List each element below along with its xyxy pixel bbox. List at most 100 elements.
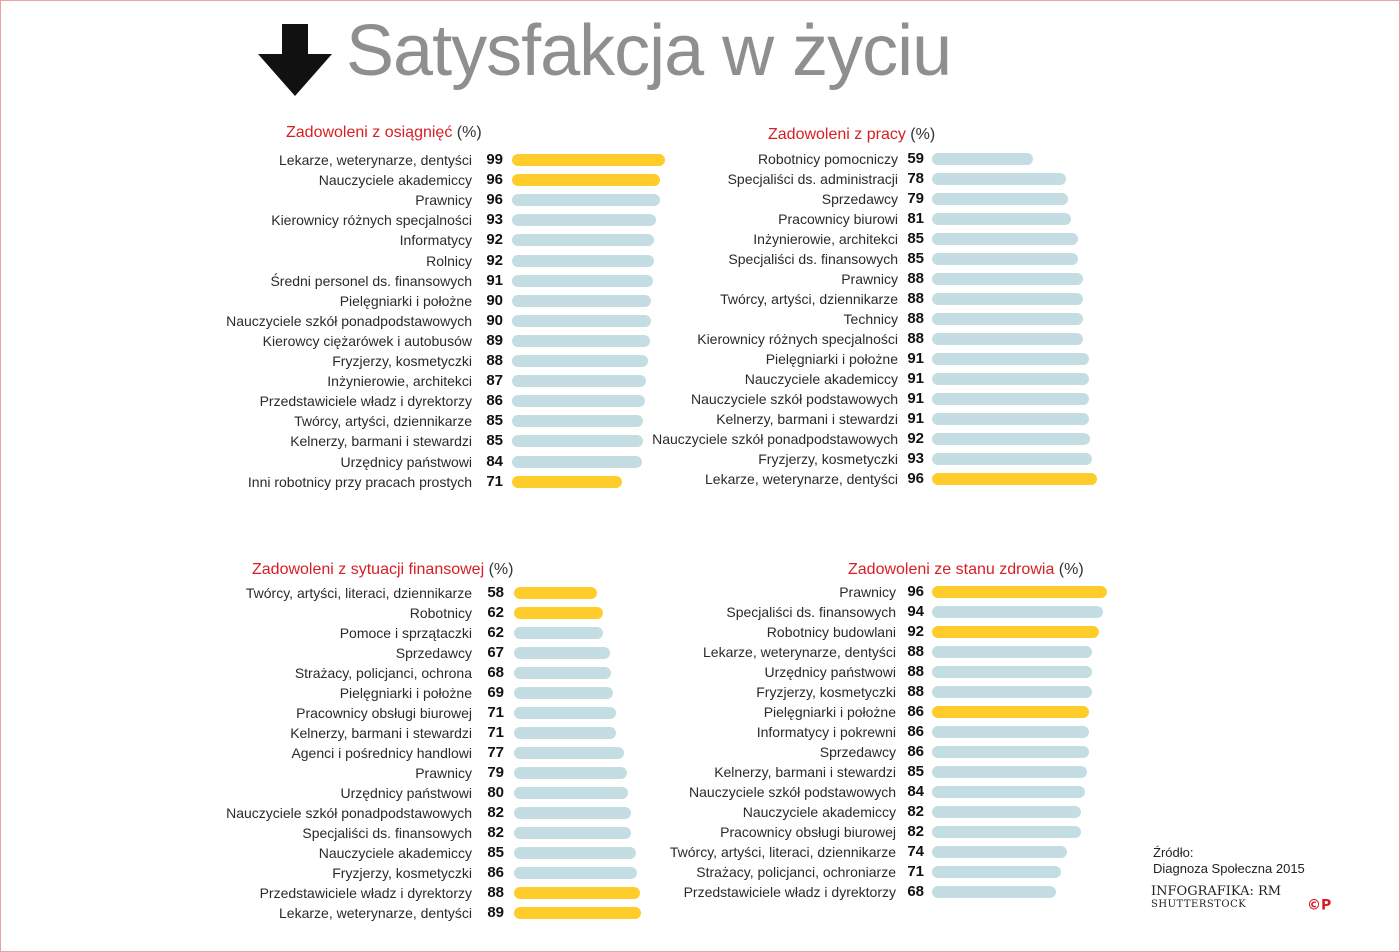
bar-row: Robotnicy 62: [0, 603, 603, 623]
bar-value: 82: [487, 824, 504, 841]
bar-label: Rolnicy: [426, 252, 472, 269]
bar-row: Inżynierowie, architekci 87: [0, 371, 646, 391]
bar-label: Pracownicy biurowi: [778, 211, 898, 227]
bar-label: Inni robotnicy przy pracach prostych: [247, 473, 472, 490]
bar-row: Urzędnicy państwowi 84: [0, 452, 642, 472]
bar-label: Fryzjerzy, kosmetyczki: [332, 353, 472, 369]
bar-value: 71: [487, 704, 504, 721]
bar-label: Twórcy, artyści, dziennikarze: [720, 291, 898, 307]
bar-value: 91: [907, 410, 924, 427]
chart-unit: (%): [488, 561, 514, 578]
bar-label: Lekarze, weterynarze, dentyści: [703, 644, 896, 660]
bar: [932, 846, 1067, 858]
bar-value: 84: [486, 452, 503, 470]
bar: [932, 786, 1085, 798]
bar-row: Pracownicy biurowi 81: [0, 209, 1071, 229]
bar: [512, 355, 648, 367]
bar-label: Prawnicy: [839, 584, 896, 600]
bar-label: Agenci i pośrednicy handlowi: [291, 745, 472, 761]
bar-label: Pracownicy obsługi biurowej: [720, 824, 896, 840]
bar-row: Fryzjerzy, kosmetyczki 88: [0, 682, 1092, 702]
bar-value: 82: [907, 823, 924, 840]
bar-label: Przedstawiciele władz i dyrektorzy: [259, 393, 472, 410]
bar: [512, 415, 643, 428]
publisher-logo: ©P: [1307, 898, 1331, 913]
bar-value: 85: [486, 432, 503, 450]
bar-value: 91: [907, 350, 924, 367]
bar-row: Specjaliści ds. finansowych 82: [0, 823, 631, 843]
bar-value: 92: [486, 231, 503, 249]
bar-value: 88: [907, 663, 924, 680]
bar-label: Twórcy, artyści, literaci, dziennikarze: [669, 844, 896, 860]
bar-label: Fryzjerzy, kosmetyczki: [758, 451, 898, 467]
bar-label: Prawnicy: [841, 271, 898, 287]
bar-value: 96: [907, 583, 924, 600]
bar: [932, 806, 1081, 818]
bar-label: Inżynierowie, architekci: [753, 231, 898, 247]
chart-title-text: Zadowoleni z pracy: [768, 126, 906, 143]
bar-value: 91: [907, 390, 924, 407]
bar-value: 90: [486, 311, 503, 329]
bar-value: 93: [907, 450, 924, 467]
chart-title-work: Zadowoleni z pracy (%): [768, 126, 935, 144]
bar-value: 67: [487, 644, 504, 661]
bar-value: 88: [907, 643, 924, 660]
bar-value: 92: [486, 251, 503, 269]
bar-value: 85: [487, 844, 504, 861]
bar: [932, 193, 1068, 205]
bar-value: 74: [907, 843, 924, 860]
bar-label: Inżynierowie, architekci: [327, 373, 472, 390]
bar-label: Pielęgniarki i położne: [339, 685, 472, 701]
bar-label: Pielęgniarki i położne: [763, 704, 896, 720]
bar-row: Pielęgniarki i położne 90: [0, 291, 651, 311]
chart-title-finances: Zadowoleni z sytuacji finansowej (%): [252, 561, 513, 579]
bar-highlighted: [512, 475, 622, 488]
bar: [512, 375, 646, 388]
bar-row: Twórcy, artyści, literaci, dziennikarze 7…: [0, 842, 1067, 862]
bar-value: 79: [907, 190, 924, 207]
bar-row: Agenci i pośrednicy handlowi 77: [0, 743, 624, 763]
bar: [932, 726, 1089, 738]
bar: [932, 333, 1083, 345]
bar-value: 89: [486, 331, 503, 349]
bar-highlighted: [932, 626, 1099, 638]
bar-label: Prawnicy: [415, 765, 472, 781]
bar: [512, 334, 650, 347]
bar-row: Nauczyciele szkół podstawowych 84: [0, 782, 1085, 802]
chart-unit: (%): [910, 126, 936, 143]
bar-highlighted: [514, 887, 640, 899]
bar-row: Informatycy 92: [0, 230, 654, 250]
bar: [512, 254, 654, 267]
bar-label: Kelnerzy, barmani i stewardzi: [716, 411, 898, 427]
bar-value: 91: [486, 271, 503, 289]
bar: [932, 273, 1083, 285]
bar: [932, 393, 1089, 405]
bar: [932, 866, 1061, 878]
bar-value: 91: [907, 370, 924, 387]
bar-value: 62: [487, 604, 504, 621]
bar-value: 88: [487, 884, 504, 901]
bar-row: Kelnerzy, barmani i stewardzi 85: [0, 431, 643, 451]
bar-label: Urzędnicy państwowi: [340, 785, 473, 801]
bar: [932, 886, 1056, 898]
bar: [932, 213, 1071, 225]
bar: [514, 727, 616, 739]
bar-label: Robotnicy pomocniczy: [757, 151, 898, 167]
bar-label: Nauczyciele szkół podstawowych: [691, 391, 898, 407]
source-text: Diagnoza Społeczna 2015: [1153, 861, 1305, 876]
bar: [512, 294, 651, 307]
bar-row: Nauczyciele akademiccy 82: [0, 802, 1081, 822]
bar-label: Nauczyciele szkół ponadpodstawowych: [226, 805, 472, 821]
bar-label: Informatycy i pokrewni: [756, 724, 896, 740]
chart-unit: (%): [1058, 561, 1084, 578]
bar-value: 71: [486, 472, 503, 490]
bar-row: Strażacy, policjanci, ochroniarze 71: [0, 862, 1061, 882]
bar-value: 90: [486, 291, 503, 309]
bar-row: Inżynierowie, architekci 85: [0, 229, 1078, 249]
bar-label: Lekarze, weterynarze, dentyści: [279, 905, 472, 921]
bar-label: Specjaliści ds. administracji: [727, 171, 898, 187]
bar-row: Informatycy i pokrewni 86: [0, 722, 1089, 742]
bar-label: Lekarze, weterynarze, dentyści: [279, 152, 472, 168]
bar-label: Informatycy: [399, 232, 472, 249]
bar-value: 88: [907, 330, 924, 347]
